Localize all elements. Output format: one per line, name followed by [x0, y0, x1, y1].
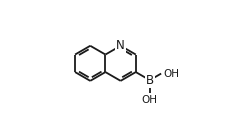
- Text: OH: OH: [162, 69, 178, 79]
- Text: N: N: [116, 39, 124, 52]
- Text: OH: OH: [141, 95, 157, 105]
- Text: B: B: [145, 74, 153, 87]
